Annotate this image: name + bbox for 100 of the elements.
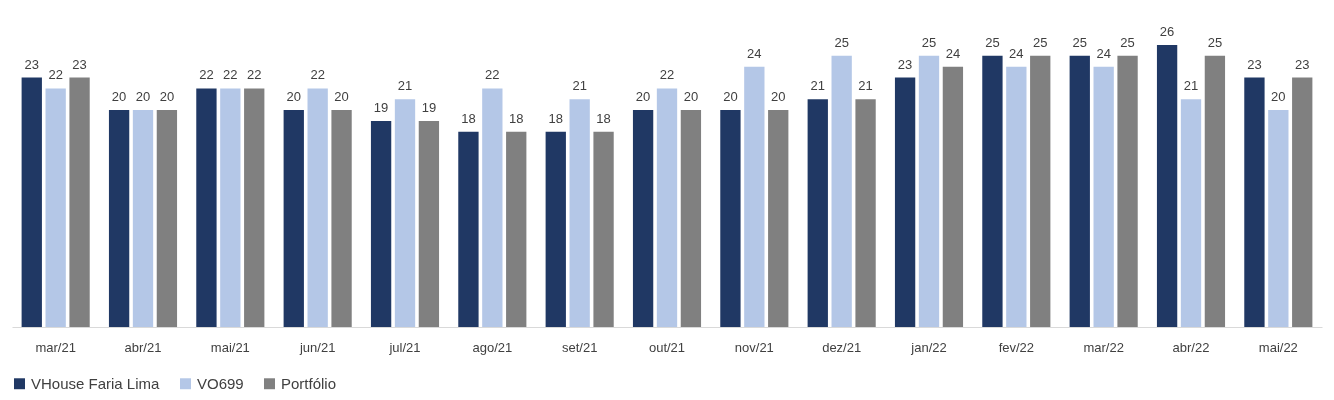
bar — [1030, 55, 1051, 327]
data-label: 20 — [1271, 89, 1286, 105]
bar — [21, 77, 42, 327]
data-label: 22 — [199, 67, 214, 83]
data-label: 25 — [1072, 34, 1087, 50]
data-label: 19 — [373, 99, 389, 115]
data-label: 20 — [334, 89, 349, 105]
bar — [196, 88, 217, 327]
x-tick-label: mar/22 — [1083, 339, 1124, 355]
bar — [370, 120, 392, 327]
bar — [132, 110, 154, 327]
bar — [593, 131, 614, 327]
data-label: 18 — [548, 110, 563, 126]
bar — [69, 77, 90, 327]
data-label: 22 — [48, 67, 63, 83]
data-label: 21 — [1183, 78, 1199, 94]
bar — [1156, 45, 1178, 327]
bar — [855, 99, 876, 327]
data-label: 25 — [834, 34, 849, 50]
bar — [331, 110, 352, 327]
data-label: 20 — [135, 89, 151, 105]
data-label: 18 — [461, 110, 476, 126]
data-label: 20 — [771, 89, 786, 105]
bar — [482, 88, 503, 327]
bar — [307, 88, 328, 327]
data-label: 20 — [683, 89, 699, 105]
bar — [1268, 110, 1289, 327]
bar — [545, 131, 566, 327]
x-tick-label: nov/21 — [734, 339, 774, 355]
bar — [220, 88, 241, 327]
x-tick-label: mai/21 — [210, 339, 250, 355]
data-label: 25 — [1207, 34, 1223, 50]
bar — [283, 110, 304, 327]
data-label: 20 — [723, 89, 738, 105]
bar — [418, 120, 440, 327]
bar — [982, 55, 1003, 327]
bar — [45, 88, 66, 327]
data-label: 25 — [921, 34, 937, 50]
bar — [244, 88, 265, 327]
bar — [1093, 66, 1114, 327]
data-label: 23 — [897, 56, 913, 72]
legend-label: Portfólio — [281, 374, 337, 392]
data-label: 24 — [945, 45, 961, 61]
x-tick-label: jan/22 — [910, 339, 947, 355]
x-tick-label: dez/21 — [822, 339, 862, 355]
bar — [894, 77, 916, 327]
bar — [656, 88, 678, 327]
data-label: 25 — [1033, 34, 1048, 50]
bar — [1069, 55, 1090, 327]
data-label: 26 — [1159, 24, 1175, 39]
data-label: 22 — [247, 67, 262, 83]
data-label: 22 — [485, 67, 500, 83]
bar — [1292, 77, 1313, 327]
data-label: 20 — [159, 89, 175, 105]
data-label: 24 — [1096, 45, 1111, 61]
x-tick-label: fev/22 — [998, 339, 1035, 355]
x-tick-label: out/21 — [648, 339, 686, 355]
bar — [1117, 55, 1138, 327]
data-label: 22 — [310, 67, 325, 83]
x-tick-label: jun/21 — [298, 339, 336, 355]
bar — [918, 55, 940, 327]
bar — [768, 110, 789, 327]
x-tick-label: ago/21 — [472, 339, 513, 355]
data-label: 23 — [1295, 56, 1310, 72]
data-label: 21 — [810, 78, 825, 94]
bar — [394, 99, 416, 327]
bar — [569, 99, 590, 327]
data-label: 24 — [747, 45, 762, 61]
x-tick-label: set/21 — [561, 339, 598, 355]
data-label: 25 — [1120, 34, 1135, 50]
x-tick-label: abr/21 — [124, 339, 162, 355]
bar — [1006, 66, 1027, 327]
data-label: 24 — [1009, 45, 1024, 61]
legend-label: VO699 — [197, 374, 244, 392]
bar — [1204, 55, 1226, 327]
bar — [1244, 77, 1265, 327]
bar — [458, 131, 479, 327]
bar — [1180, 99, 1202, 327]
data-label: 23 — [1247, 56, 1262, 72]
bar — [720, 110, 741, 327]
legend-label: VHouse Faria Lima — [31, 374, 161, 392]
x-tick-label: mar/21 — [35, 339, 76, 355]
data-label: 20 — [111, 89, 127, 105]
bar — [680, 110, 702, 327]
data-label: 20 — [286, 89, 301, 105]
data-label: 18 — [596, 110, 611, 126]
data-label: 21 — [858, 78, 873, 94]
data-label: 21 — [572, 78, 587, 94]
data-label: 22 — [223, 67, 238, 83]
data-label: 23 — [72, 56, 87, 72]
bar — [744, 66, 765, 327]
data-label: 20 — [635, 89, 651, 105]
bar — [831, 55, 852, 327]
bar — [506, 131, 527, 327]
data-label: 23 — [24, 56, 39, 72]
data-label: 18 — [509, 110, 524, 126]
data-label: 25 — [985, 34, 1000, 50]
x-tick-label: abr/22 — [1172, 339, 1210, 355]
bar — [807, 99, 828, 327]
x-tick-label: mai/22 — [1258, 339, 1298, 355]
